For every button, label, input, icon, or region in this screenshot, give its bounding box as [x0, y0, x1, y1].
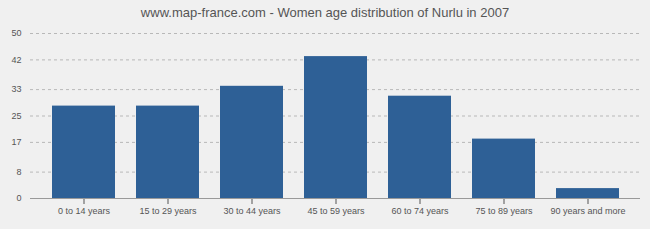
svg-text:15 to 29 years: 15 to 29 years	[139, 206, 197, 216]
svg-text:17: 17	[11, 137, 21, 147]
svg-text:45 to 59 years: 45 to 59 years	[307, 206, 365, 216]
svg-text:8: 8	[16, 167, 21, 177]
svg-text:25: 25	[11, 111, 21, 121]
svg-text:90 years and more: 90 years and more	[550, 206, 625, 216]
svg-text:75 to 89 years: 75 to 89 years	[475, 206, 533, 216]
svg-text:30 to 44 years: 30 to 44 years	[223, 206, 281, 216]
svg-text:42: 42	[11, 55, 21, 65]
svg-text:0: 0	[16, 193, 21, 203]
svg-text:50: 50	[11, 28, 21, 38]
svg-text:33: 33	[11, 84, 21, 94]
svg-text:60 to 74 years: 60 to 74 years	[391, 206, 449, 216]
html-text:www.map-france.com - Women age: www.map-france.com - Women age distribut…	[140, 5, 510, 20]
svg-text:0 to 14 years: 0 to 14 years	[58, 206, 111, 216]
